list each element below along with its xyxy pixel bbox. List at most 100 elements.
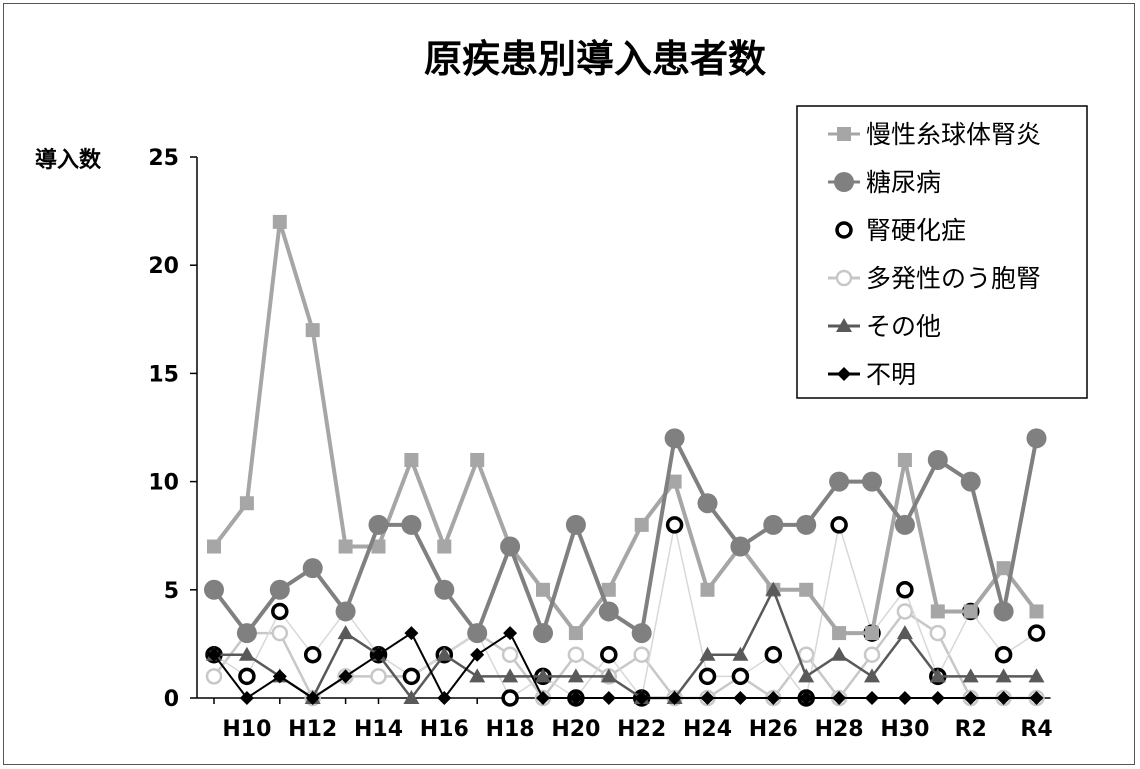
y-tick-label: 10 — [148, 471, 179, 496]
series-6 — [207, 626, 1044, 705]
data-point — [272, 214, 287, 229]
legend-item: 腎硬化症 — [835, 216, 966, 245]
data-point — [371, 647, 386, 662]
data-point — [303, 645, 322, 664]
data-point — [371, 539, 386, 554]
data-point — [896, 625, 913, 640]
legend-item: その他 — [828, 312, 941, 341]
data-point — [962, 668, 979, 683]
x-tick-label: H10 — [222, 717, 271, 742]
data-point — [865, 691, 879, 705]
data-point — [897, 691, 912, 705]
data-point — [338, 539, 353, 554]
data-point — [238, 667, 256, 686]
data-point — [565, 514, 586, 535]
y-tick-label: 5 — [164, 579, 179, 604]
y-tick-label: 25 — [148, 146, 179, 171]
data-point — [995, 668, 1012, 683]
data-point — [699, 646, 716, 661]
data-point — [436, 646, 453, 661]
y-tick-label: 0 — [164, 687, 179, 712]
data-point — [535, 668, 551, 683]
data-point — [631, 623, 652, 644]
data-point — [600, 645, 618, 664]
legend-item: 糖尿病 — [828, 168, 941, 197]
data-point — [1029, 604, 1044, 619]
data-point — [797, 646, 815, 663]
y-tick-label: 15 — [148, 362, 179, 387]
data-point — [896, 581, 914, 599]
data-point — [469, 668, 486, 683]
y-tick-label: 20 — [148, 254, 179, 279]
data-point — [567, 668, 584, 683]
data-point — [503, 626, 518, 641]
data-point — [501, 689, 519, 707]
data-point — [1029, 691, 1044, 705]
series-layer — [204, 214, 1047, 707]
data-point — [634, 691, 649, 705]
x-tick-label: H14 — [354, 717, 403, 742]
legend-item: 多発性のう胞腎 — [828, 264, 1041, 293]
legend-label: 糖尿病 — [866, 168, 941, 197]
data-point — [404, 626, 419, 641]
legend-marker — [837, 367, 851, 381]
data-point — [600, 668, 617, 683]
data-point — [236, 623, 257, 644]
data-point — [467, 623, 488, 644]
chart-title: 原疾患別導入患者数 — [424, 37, 766, 81]
data-point — [568, 691, 583, 705]
legend-label: 不明 — [866, 360, 916, 389]
data-point — [766, 691, 781, 705]
data-point — [207, 539, 221, 554]
data-point — [865, 626, 879, 641]
legend-label: その他 — [866, 312, 941, 341]
data-point — [862, 471, 882, 492]
data-point — [698, 667, 717, 686]
x-tick-label: H26 — [749, 717, 798, 742]
data-point — [963, 691, 978, 705]
data-point — [601, 691, 616, 705]
data-point — [601, 582, 616, 597]
data-point — [798, 668, 815, 683]
data-point — [501, 646, 519, 663]
data-point — [799, 691, 814, 705]
data-point — [667, 474, 682, 489]
data-point — [896, 603, 914, 620]
legend-marker — [837, 127, 851, 141]
legend-label: 多発性のう胞腎 — [866, 264, 1041, 293]
x-tick-label: H28 — [815, 717, 864, 742]
data-point — [633, 646, 650, 663]
x-tick-label: H18 — [486, 717, 535, 742]
data-point — [404, 452, 419, 467]
data-point — [732, 646, 749, 661]
legend-marker — [836, 318, 852, 332]
data-point — [204, 579, 224, 600]
data-point — [1027, 624, 1046, 642]
data-point — [733, 691, 748, 705]
data-point — [831, 646, 848, 661]
data-point — [764, 645, 783, 664]
data-point — [697, 493, 718, 514]
data-point — [730, 536, 751, 557]
x-tick-label: H12 — [288, 717, 337, 742]
x-tick-label: R4 — [1020, 717, 1052, 742]
data-point — [434, 579, 455, 600]
data-point — [338, 669, 353, 684]
legend-item: 不明 — [828, 360, 916, 389]
data-point — [665, 516, 684, 534]
data-point — [765, 581, 782, 596]
series-4 — [205, 603, 1045, 707]
y-axis-label: 導入数 — [35, 147, 102, 173]
data-point — [470, 647, 485, 662]
data-point — [271, 624, 289, 642]
data-point — [207, 647, 221, 662]
data-point — [929, 624, 947, 642]
data-point — [335, 601, 356, 622]
data-point — [337, 625, 354, 640]
x-tick-label: H24 — [683, 717, 732, 742]
data-point — [502, 668, 519, 683]
data-point — [368, 514, 389, 535]
data-point — [993, 601, 1014, 622]
